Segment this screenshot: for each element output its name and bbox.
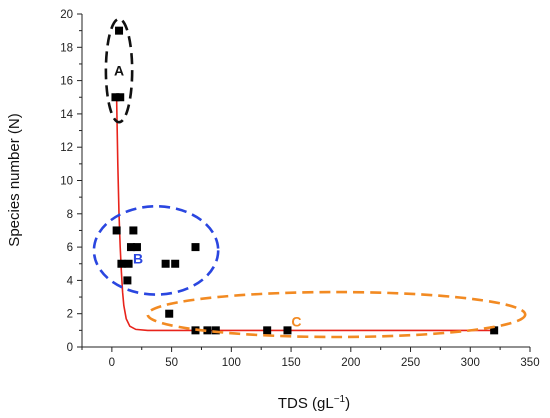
group-b-label: B: [133, 250, 143, 266]
data-point: [129, 226, 138, 235]
data-point: [490, 326, 499, 335]
group-c-ellipse: [146, 290, 527, 339]
data-point: [126, 243, 135, 252]
x-axis-title-suffix: ): [345, 395, 350, 412]
data-point: [123, 276, 132, 285]
x-axis-title: TDS (gL−1): [278, 394, 350, 412]
y-tick-label: 6: [67, 242, 73, 254]
y-tick-label: 4: [67, 275, 74, 287]
group-c-label: C: [291, 314, 301, 330]
x-tick-label: 100: [222, 357, 241, 369]
data-point: [171, 259, 180, 268]
y-tick-label: 18: [60, 42, 73, 54]
y-tick-label: 2: [67, 309, 73, 321]
x-tick-label: 350: [520, 357, 539, 369]
x-tick-label: 250: [401, 357, 420, 369]
data-point: [111, 93, 120, 102]
data-point: [117, 259, 126, 268]
x-axis-title-superscript: −1: [334, 394, 346, 405]
data-point: [116, 93, 125, 102]
group-a-label: A: [114, 63, 124, 79]
y-tick-label: 8: [67, 209, 73, 221]
y-tick-label: 16: [60, 76, 73, 88]
data-point: [191, 243, 200, 252]
x-axis-title-main: TDS (gL: [278, 395, 334, 412]
data-point: [165, 309, 174, 318]
data-point: [283, 326, 292, 335]
y-axis-title: Species number (N): [6, 113, 23, 246]
data-point: [263, 326, 272, 335]
group-b-ellipse: [92, 205, 220, 296]
data-point: [132, 243, 141, 252]
y-tick-label: 0: [67, 342, 73, 354]
y-tick-label: 14: [60, 109, 73, 121]
x-tick-label: 0: [109, 357, 115, 369]
y-tick-label: 12: [60, 142, 73, 154]
x-tick-label: 50: [165, 357, 178, 369]
y-tick-label: 10: [60, 176, 73, 188]
data-point: [211, 326, 220, 335]
x-tick-label: 200: [341, 357, 360, 369]
group-a-ellipse: [104, 17, 134, 124]
y-tick-label: 20: [60, 9, 73, 21]
data-point: [124, 259, 133, 268]
data-point: [203, 326, 212, 335]
data-point: [161, 259, 170, 268]
data-point: [112, 226, 121, 235]
x-tick-label: 300: [461, 357, 480, 369]
x-tick-label: 150: [281, 357, 300, 369]
data-point: [115, 26, 124, 35]
